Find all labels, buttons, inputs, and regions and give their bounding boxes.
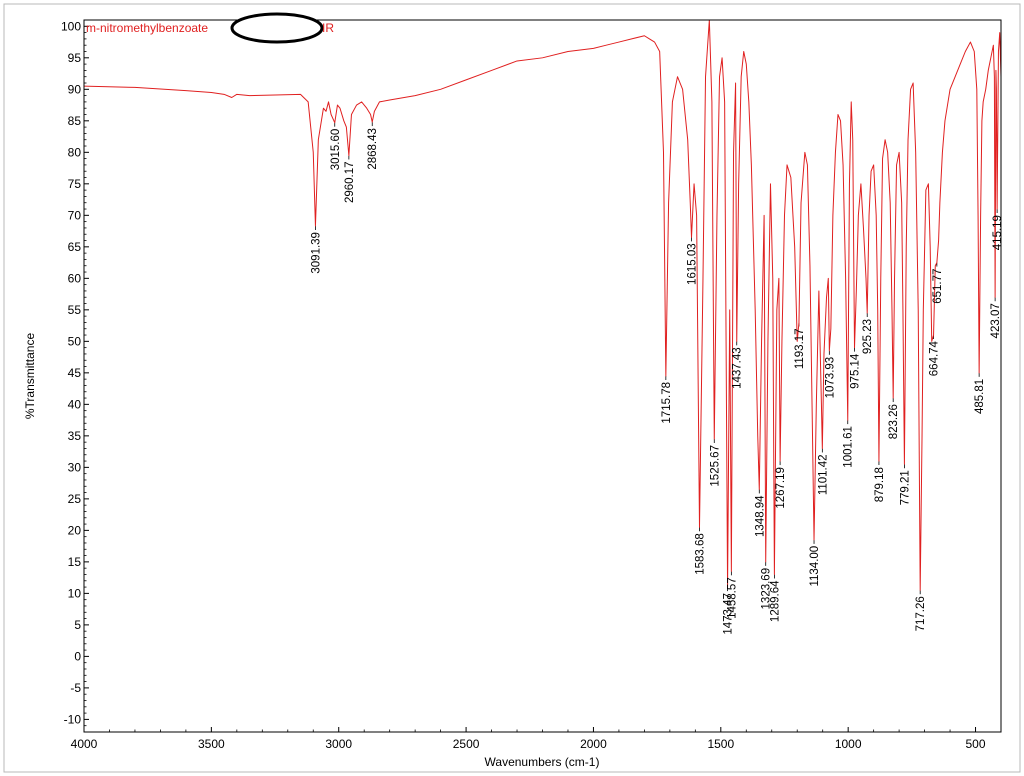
y-tick-label: 5 — [74, 618, 81, 632]
x-tick-label: 4000 — [71, 737, 98, 751]
peak-label: 1267.19 — [775, 467, 787, 509]
peak-label: 1715.78 — [661, 382, 673, 424]
spectrum-series-line — [83, 19, 1002, 591]
plot-frame — [83, 19, 1002, 733]
peak-label: 1615.03 — [687, 243, 699, 285]
peak-label: 3015.60 — [330, 129, 342, 171]
peak-label: 975.14 — [849, 353, 861, 389]
spectrum-title-left: m-nitromethylbenzoate — [86, 21, 208, 35]
peak-leader-lines — [315, 122, 998, 595]
y-axis-label: %Transmittance — [23, 333, 37, 420]
peak-label: 1323.69 — [761, 568, 773, 610]
y-tick-label: 40 — [68, 397, 82, 411]
peak-label: 1458.57 — [726, 577, 738, 619]
x-axis-ticks: 4000 3500 3000 2500 2000 1500 1000 500 — [71, 727, 986, 751]
peak-label: 1101.42 — [817, 454, 829, 495]
y-tick-label: 80 — [68, 145, 82, 159]
peak-label: 2868.43 — [367, 128, 379, 170]
x-tick-label: 2000 — [580, 737, 607, 751]
y-tick-label: 75 — [68, 177, 82, 191]
y-tick-label: 15 — [68, 555, 82, 569]
peak-label: 1134.00 — [809, 546, 821, 587]
y-tick-label: 60 — [68, 271, 82, 285]
y-tick-label: 65 — [68, 240, 82, 254]
peak-label: 779.21 — [899, 470, 911, 505]
x-tick-label: 1000 — [835, 737, 862, 751]
y-tick-label: 55 — [68, 303, 82, 317]
peak-label: 423.07 — [990, 303, 1002, 338]
peak-label: 1437.43 — [732, 347, 744, 389]
x-axis-label: Wavenumbers (cm-1) — [485, 755, 600, 769]
peak-label: 1525.67 — [709, 445, 721, 487]
y-tick-label: 90 — [68, 82, 82, 96]
peak-label: 1473.47 — [723, 593, 735, 635]
peak-label: 3091.39 — [310, 232, 322, 274]
peak-label: 651.77 — [932, 269, 944, 304]
peak-label: 1289.64 — [769, 580, 781, 622]
x-tick-label: 1500 — [707, 737, 734, 751]
y-axis-ticks: -10 -5 0 5 10 15 20 25 30 35 40 45 50 55 60 65 70 75 80 85 9… — [61, 19, 89, 726]
peak-label: 415.19 — [992, 215, 1004, 250]
y-tick-label: 50 — [68, 334, 82, 348]
peak-label: 823.26 — [888, 404, 900, 439]
y-tick-label: 30 — [68, 460, 82, 474]
peak-label: 1073.93 — [824, 357, 836, 399]
x-tick-label: 3000 — [325, 737, 352, 751]
y-tick-label: 100 — [61, 19, 81, 33]
title-ellipse-annotation — [230, 12, 324, 44]
x-tick-label: 3500 — [198, 737, 225, 751]
peak-label: 1001.61 — [843, 426, 855, 468]
y-tick-label: 85 — [68, 114, 82, 128]
y-tick-label: 0 — [74, 649, 81, 663]
peak-label: 879.18 — [874, 467, 886, 502]
y-tick-label: -5 — [70, 681, 81, 695]
peak-label: 925.23 — [862, 319, 874, 354]
y-tick-label: 10 — [68, 586, 82, 600]
spectrum-title-right: IR — [322, 21, 334, 35]
y-tick-label: 70 — [68, 208, 82, 222]
peak-label: 1193.17 — [794, 328, 806, 369]
peak-label: 485.81 — [974, 379, 986, 414]
y-tick-label: 25 — [68, 492, 82, 506]
y-tick-label: 95 — [68, 51, 82, 65]
peak-label: 2960.17 — [344, 161, 356, 203]
x-tick-label: 500 — [966, 737, 986, 751]
peak-label: 664.74 — [929, 340, 941, 376]
y-tick-label: -10 — [64, 712, 82, 726]
page-border — [3, 3, 1021, 773]
x-tick-label: 2500 — [453, 737, 480, 751]
y-tick-label: 45 — [68, 366, 82, 380]
y-tick-label: 35 — [68, 429, 82, 443]
peak-label: 1348.94 — [754, 495, 766, 537]
peak-label: 1583.68 — [694, 533, 706, 575]
peak-label: 717.26 — [915, 596, 927, 631]
y-tick-label: 20 — [68, 523, 82, 537]
